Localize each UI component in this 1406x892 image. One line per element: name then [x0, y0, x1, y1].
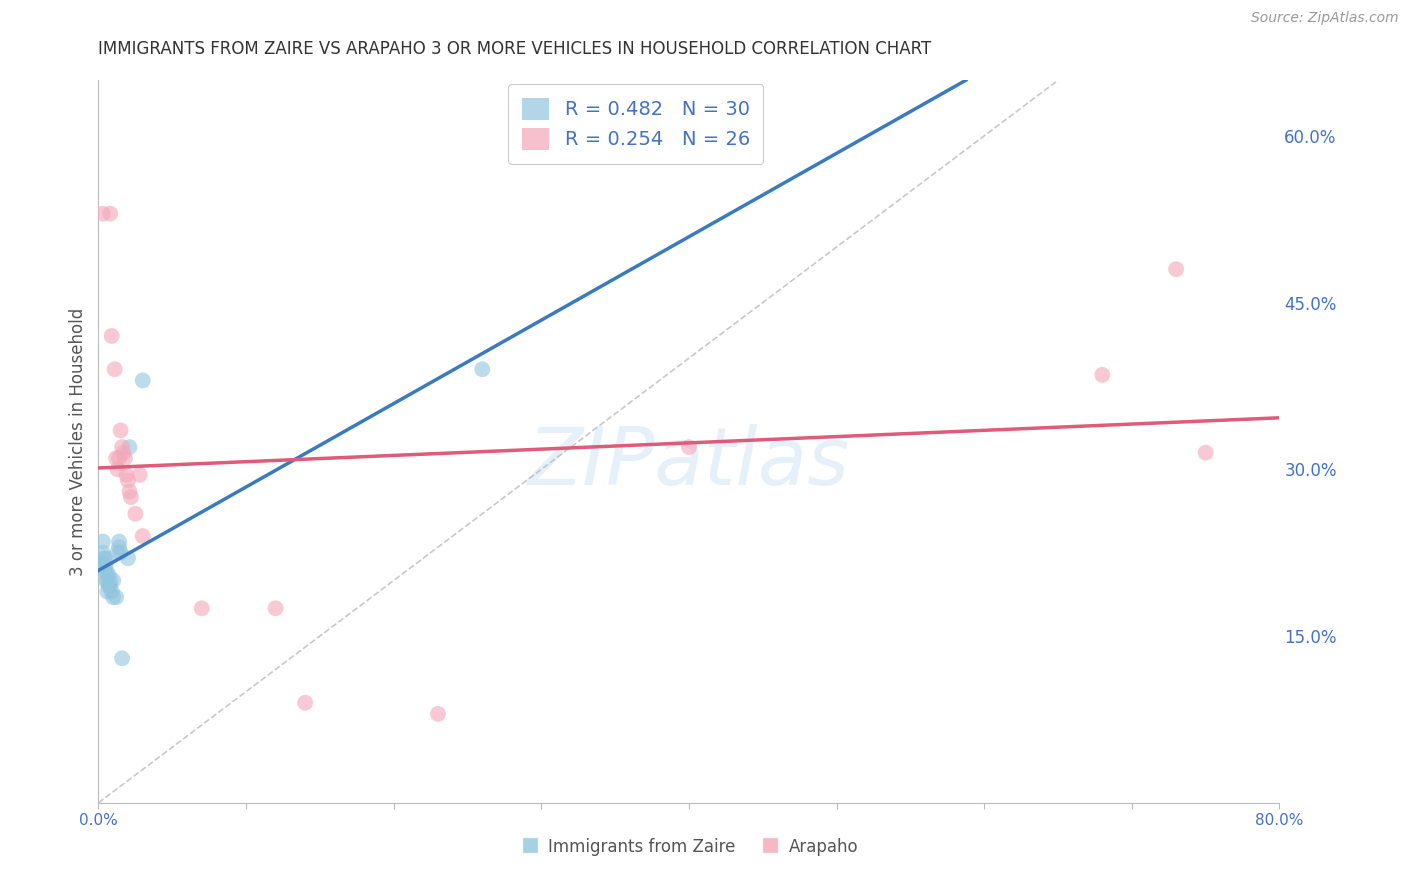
Point [120, 490, 142, 504]
Point [115, 467, 138, 482]
Point [118, 440, 141, 454]
Point [1166, 262, 1188, 277]
Point [107, 462, 129, 476]
Point [98, 579, 121, 593]
Legend: Immigrants from Zaire, Arapaho: Immigrants from Zaire, Arapaho [513, 831, 865, 863]
Point [108, 534, 131, 549]
Point [98, 207, 121, 221]
Point [108, 451, 131, 466]
Y-axis label: 3 or more Vehicles in Household: 3 or more Vehicles in Household [69, 308, 87, 575]
Point [100, 584, 122, 599]
Point [98, 574, 121, 588]
Point [96, 584, 118, 599]
Point [93, 562, 115, 576]
Point [105, 590, 128, 604]
Point [97, 568, 120, 582]
Point [107, 546, 129, 560]
Point [110, 546, 132, 560]
Point [103, 590, 125, 604]
Point [191, 601, 214, 615]
Point [96, 568, 118, 582]
Point [96, 574, 118, 588]
Point [90, 557, 112, 571]
Point [108, 540, 131, 554]
Point [91, 207, 114, 221]
Point [91, 534, 114, 549]
Point [1195, 445, 1218, 459]
Point [97, 579, 120, 593]
Point [427, 706, 450, 721]
Text: IMMIGRANTS FROM ZAIRE VS ARAPAHO 3 OR MORE VEHICLES IN HOUSEHOLD CORRELATION CHA: IMMIGRANTS FROM ZAIRE VS ARAPAHO 3 OR MO… [98, 40, 932, 58]
Point [94, 557, 117, 571]
Point [678, 440, 700, 454]
Point [104, 362, 127, 376]
Point [264, 601, 287, 615]
Point [114, 451, 136, 466]
Text: Source: ZipAtlas.com: Source: ZipAtlas.com [1251, 11, 1399, 25]
Point [132, 529, 155, 543]
Point [100, 329, 122, 343]
Point [294, 696, 316, 710]
Point [118, 484, 141, 499]
Point [94, 551, 117, 566]
Point [132, 373, 155, 387]
Point [111, 651, 134, 665]
Text: ZIPatlas: ZIPatlas [527, 425, 851, 502]
Point [112, 445, 135, 459]
Point [110, 424, 132, 438]
Point [124, 507, 146, 521]
Point [91, 546, 114, 560]
Point [1091, 368, 1114, 382]
Point [93, 551, 115, 566]
Point [117, 551, 139, 566]
Point [111, 440, 134, 454]
Point [117, 474, 139, 488]
Point [471, 362, 494, 376]
Point [94, 574, 117, 588]
Point [91, 557, 114, 571]
Point [103, 574, 125, 588]
Point [128, 467, 150, 482]
Point [94, 562, 117, 576]
Point [105, 451, 128, 466]
